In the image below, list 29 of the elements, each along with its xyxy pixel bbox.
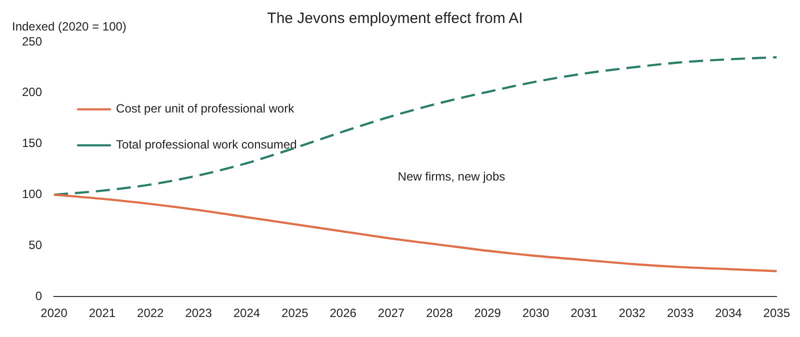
x-tick-label: 2033 bbox=[666, 306, 694, 320]
chart-title: The Jevons employment effect from AI bbox=[267, 10, 523, 28]
line-series bbox=[52, 194, 778, 272]
y-tick-label: 0 bbox=[35, 288, 42, 303]
x-tick-label: 2023 bbox=[185, 306, 212, 320]
x-tick-label: 2025 bbox=[282, 306, 309, 320]
x-tick-label: 2026 bbox=[330, 306, 357, 320]
x-tick-label: 2035 bbox=[763, 306, 790, 320]
x-tick-label: 2021 bbox=[88, 306, 116, 320]
x-tick-label: 2027 bbox=[378, 306, 405, 320]
x-tick-label: 2022 bbox=[137, 306, 164, 320]
x-tick-label: 2030 bbox=[522, 306, 550, 320]
line-series bbox=[52, 56, 778, 196]
x-tick-label: 2024 bbox=[233, 306, 260, 320]
x-tick-label: 2020 bbox=[40, 306, 68, 320]
x-tick-label: 2028 bbox=[426, 306, 454, 320]
annotation: New firms, new jobs bbox=[398, 169, 506, 184]
y-tick-label: 50 bbox=[28, 238, 42, 252]
legend-label: Cost per unit of professional work bbox=[116, 102, 296, 116]
x-tick-label: 2029 bbox=[474, 306, 502, 320]
x-tick-label: 2034 bbox=[715, 306, 742, 320]
y-tick-label: 200 bbox=[22, 85, 42, 100]
x-tick-label: 2031 bbox=[570, 306, 598, 320]
legend-label: Total professional work consumed bbox=[116, 138, 297, 152]
y-axis-title: Indexed (2020 = 100) bbox=[12, 19, 126, 34]
y-tick-label: 100 bbox=[22, 187, 42, 202]
x-tick-label: 2032 bbox=[618, 306, 646, 320]
y-tick-label: 250 bbox=[22, 34, 42, 48]
y-tick-label: 150 bbox=[22, 136, 42, 150]
